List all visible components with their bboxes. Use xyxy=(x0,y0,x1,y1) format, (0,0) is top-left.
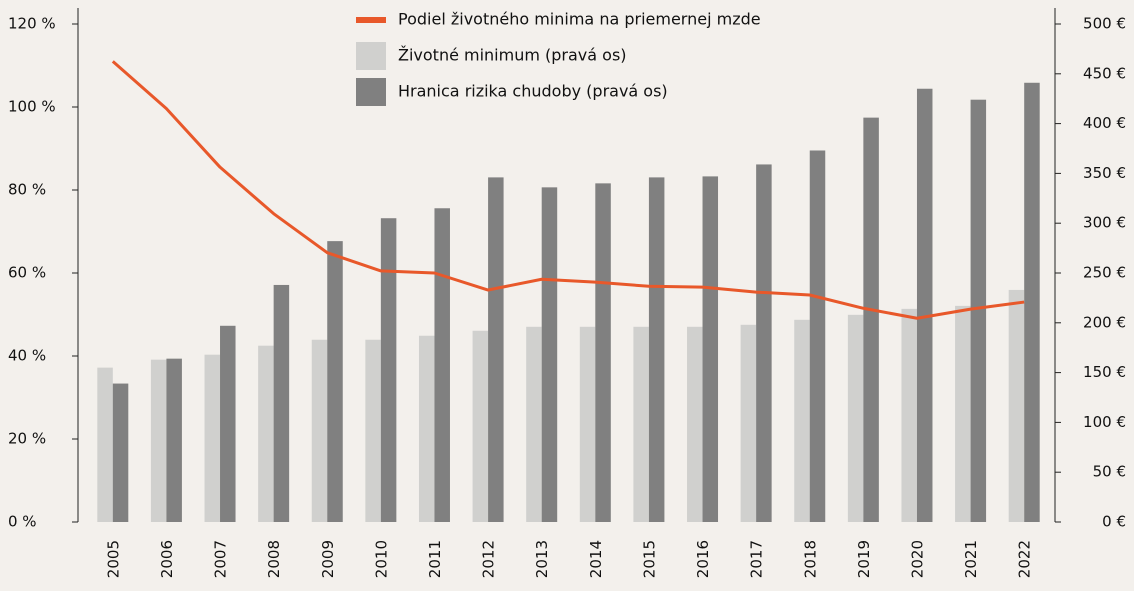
bar xyxy=(847,314,864,522)
bar xyxy=(488,177,504,522)
legend-swatch xyxy=(356,78,386,106)
bar xyxy=(579,326,596,522)
y2-tick-label: 300 € xyxy=(1083,214,1126,232)
bar xyxy=(112,383,129,522)
y-tick-label: 40 % xyxy=(8,347,46,365)
y2-tick-label: 350 € xyxy=(1083,164,1126,182)
bar xyxy=(863,117,879,523)
bar xyxy=(916,88,933,523)
bar xyxy=(756,164,772,522)
x-tick-label: 2022 xyxy=(1016,540,1034,578)
legend-label: Životné minimum (pravá os) xyxy=(398,46,627,65)
y2-tick-label: 0 € xyxy=(1102,513,1126,531)
bar xyxy=(595,183,611,523)
y-tick-label: 100 % xyxy=(8,98,56,116)
bar xyxy=(273,284,290,522)
bar xyxy=(901,308,917,522)
y2-tick-label: 400 € xyxy=(1083,114,1126,132)
y-tick-label: 80 % xyxy=(8,181,46,199)
x-tick-label: 2007 xyxy=(212,540,230,578)
bar xyxy=(970,99,987,523)
y-tick-label: 60 % xyxy=(8,264,46,282)
bar xyxy=(648,177,665,522)
x-tick-label: 2005 xyxy=(104,540,122,578)
bar xyxy=(955,305,971,522)
bar xyxy=(541,187,558,522)
bar xyxy=(809,150,826,522)
bar xyxy=(380,218,397,522)
x-tick-label: 2014 xyxy=(587,540,605,578)
bar xyxy=(702,176,719,522)
x-tick-label: 2009 xyxy=(319,540,337,578)
legend-label: Hranica rizika chudoby (pravá os) xyxy=(398,82,668,101)
y-tick-label: 120 % xyxy=(8,15,56,33)
bar xyxy=(150,359,167,522)
x-tick-label: 2008 xyxy=(265,540,283,578)
bar xyxy=(740,324,757,522)
bar xyxy=(311,339,328,522)
y2-tick-label: 200 € xyxy=(1083,313,1126,331)
bar xyxy=(434,208,450,522)
y2-tick-label: 150 € xyxy=(1083,363,1126,381)
bar xyxy=(526,326,542,522)
x-tick-label: 2021 xyxy=(962,540,980,578)
x-tick-label: 2017 xyxy=(748,540,766,578)
x-tick-label: 2013 xyxy=(533,540,551,578)
bar xyxy=(327,241,343,523)
bar xyxy=(365,339,381,522)
bar xyxy=(472,330,489,522)
x-tick-label: 2020 xyxy=(908,540,926,578)
bar xyxy=(97,367,113,522)
bar xyxy=(258,345,274,522)
x-tick-label: 2006 xyxy=(158,540,176,578)
x-tick-label: 2012 xyxy=(480,540,498,578)
x-tick-label: 2019 xyxy=(855,540,873,578)
y2-tick-label: 500 € xyxy=(1083,15,1126,33)
y-tick-label: 20 % xyxy=(8,430,46,448)
bar xyxy=(687,326,703,522)
y2-tick-label: 250 € xyxy=(1083,264,1126,282)
line xyxy=(111,60,1025,320)
y2-tick-label: 50 € xyxy=(1093,463,1126,481)
bar xyxy=(1024,82,1040,522)
bar xyxy=(418,335,435,522)
y2-tick-label: 450 € xyxy=(1083,64,1126,82)
bar xyxy=(794,319,810,522)
bar xyxy=(633,326,649,522)
x-tick-label: 2018 xyxy=(801,540,819,578)
legend-label: Podiel životného minima na priemernej mz… xyxy=(398,10,761,29)
bar xyxy=(204,354,221,522)
legend-swatch xyxy=(356,17,386,23)
bar xyxy=(1008,289,1025,522)
y-tick-label: 0 % xyxy=(8,513,37,531)
x-tick-label: 2011 xyxy=(426,540,444,578)
x-tick-label: 2016 xyxy=(694,540,712,578)
x-tick-label: 2015 xyxy=(640,540,658,578)
bar xyxy=(220,325,236,522)
x-tick-label: 2010 xyxy=(372,540,390,578)
legend-swatch xyxy=(356,42,386,70)
y2-tick-label: 100 € xyxy=(1083,413,1126,431)
bar xyxy=(166,358,182,522)
